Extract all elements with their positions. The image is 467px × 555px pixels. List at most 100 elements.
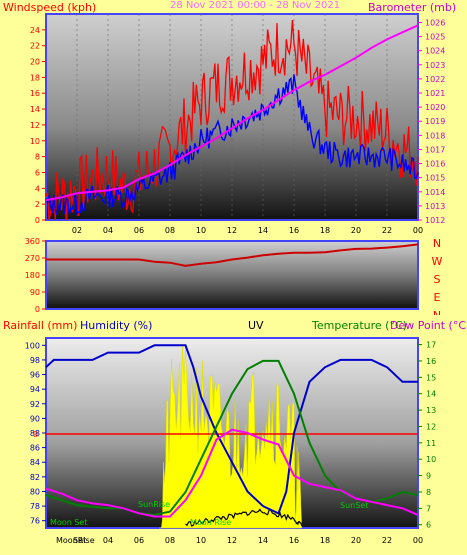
humidity-tick-label: 82 <box>30 473 40 482</box>
wind-tick-label: 22 <box>30 42 40 51</box>
wind-time-label: 04 <box>103 226 113 235</box>
temperature-tick-label: 9 <box>426 472 431 481</box>
moonset-tick: Set <box>73 536 86 545</box>
dewpoint-axis-label: Dew Point (°C) <box>390 319 467 332</box>
temperature-axis-label: Temperature (°C) <box>312 319 407 332</box>
wind-time-label: 08 <box>165 226 175 235</box>
direction-tick-label: 180 <box>25 271 40 280</box>
baro-tick-label: 1019 <box>425 117 445 126</box>
compass-label: N <box>433 309 441 315</box>
humidity-line <box>45 344 418 515</box>
humidity-tick-label: 94 <box>30 385 40 394</box>
climate-time-label: 04 <box>103 536 113 545</box>
moon-set-annotation: Moon Set <box>50 518 87 527</box>
wind-time-label: 18 <box>320 226 330 235</box>
baro-tick-label: 1025 <box>425 33 445 42</box>
windspeed-axis-label: Windspeed (kph) <box>3 1 97 14</box>
sun-set-annotation: SunSet <box>340 501 368 510</box>
baro-tick-label: 1026 <box>425 18 445 27</box>
baro-tick-label: 1012 <box>425 216 445 225</box>
humidity-tick-label: 100 <box>25 341 40 350</box>
baro-tick-label: 1018 <box>425 131 445 140</box>
wind-tick-label: 2 <box>35 200 40 209</box>
compass-label: N <box>433 237 441 250</box>
wind-time-label: 06 <box>134 226 144 235</box>
temperature-tick-label: 6 <box>426 521 431 530</box>
direction-line <box>46 243 419 267</box>
direction-tick-label: 270 <box>25 254 40 263</box>
baro-tick-label: 1023 <box>425 61 445 70</box>
baro-tick-label: 1013 <box>425 202 445 211</box>
temperature-tick-label: 7 <box>426 504 431 513</box>
climate-time-label: 22 <box>382 536 392 545</box>
humidity-tick-label: 86 <box>30 444 40 453</box>
wind-time-label: 12 <box>227 226 237 235</box>
humidity-tick-label: 98 <box>30 356 40 365</box>
baro-tick-label: 1024 <box>425 47 445 56</box>
climate-time-label: 06 <box>134 536 144 545</box>
climate-time-label: 18 <box>320 536 330 545</box>
climate-time-label: 08 <box>165 536 175 545</box>
rainfall-axis-label: Rainfall (mm) <box>3 319 78 332</box>
direction-plot-area <box>45 240 419 310</box>
dewpoint-line <box>45 428 419 518</box>
temperature-tick-label: 15 <box>426 373 436 382</box>
climate-time-label: 10 <box>196 536 206 545</box>
humidity-tick-label: 76 <box>30 517 40 526</box>
climate-time-label: 12 <box>227 536 237 545</box>
wind-tick-label: 18 <box>30 73 40 82</box>
uv-axis-label: UV <box>248 319 264 332</box>
humidity-y-axis: 76 78 80 82 84 86 88 90 92 94 96 98 100 <box>25 341 46 526</box>
humidity-tick-label: 84 <box>30 458 40 467</box>
temperature-tick-label: 11 <box>426 439 436 448</box>
baro-tick-label: 1016 <box>425 160 445 169</box>
wind-tick-label: 12 <box>30 121 40 130</box>
climate-time-label: 16 <box>289 536 299 545</box>
temperature-tick-label: 13 <box>426 406 436 415</box>
wind-time-label: 02 <box>72 226 82 235</box>
compass-label: W <box>432 255 443 268</box>
windspeed-line <box>45 19 419 221</box>
compass-label: E <box>434 291 441 304</box>
wind-tick-label: 24 <box>30 26 40 35</box>
direction-series <box>46 243 419 267</box>
baro-tick-label: 1015 <box>425 174 445 183</box>
humidity-tick-label: 88 <box>30 429 40 438</box>
wind-tick-label: 6 <box>35 168 40 177</box>
temperature-tick-label: 8 <box>426 488 431 497</box>
humidity-tick-label: 90 <box>30 414 40 423</box>
wind-tick-label: 16 <box>30 89 40 98</box>
climate-x-axis: 04 06 08 10 12 14 16 18 20 22 00 <box>103 536 423 545</box>
climate-series <box>45 344 419 518</box>
wind-time-label: 14 <box>258 226 268 235</box>
climate-time-label: 14 <box>258 536 268 545</box>
baro-tick-label: 1014 <box>425 188 445 197</box>
temperature-tick-label: 17 <box>426 341 436 350</box>
humidity-tick-label: 96 <box>30 371 40 380</box>
direction-tick-label: 360 <box>25 237 40 246</box>
sun-rise-annotation: SunRise <box>138 500 170 509</box>
baro-tick-label: 1022 <box>425 75 445 84</box>
direction-y-axis: 0 90 180 270 360 <box>25 237 46 314</box>
compass-label: S <box>434 273 441 286</box>
chart-title: 28 Nov 2021 00:00 - 28 Nov 2021 <box>170 0 341 11</box>
wind-time-label: 00 <box>413 226 423 235</box>
barometer-y-axis: 1012 1013 1014 1015 1016 1017 1018 1019 1020 1021… <box>418 18 445 225</box>
baro-tick-label: 1017 <box>425 145 445 154</box>
wind-tick-label: 8 <box>35 153 40 162</box>
moon-rise-annotation: Moon Rise <box>190 518 231 527</box>
baro-tick-label: 1021 <box>425 89 445 98</box>
temperature-tick-label: 10 <box>426 455 436 464</box>
wind-time-label: 20 <box>351 226 361 235</box>
rain-zero-tick: 0 <box>33 430 38 439</box>
wind-x-axis: 02 04 06 08 10 12 14 16 18 20 22 00 <box>72 226 423 235</box>
solar-line <box>185 508 303 527</box>
barometer-axis-label: Barometer (mb) <box>368 1 457 14</box>
wind-tick-label: 14 <box>30 105 40 114</box>
baro-tick-label: 1020 <box>425 103 445 112</box>
direction-tick-label: 0 <box>35 305 40 314</box>
temperature-tick-label: 14 <box>426 390 436 399</box>
humidity-tick-label: 78 <box>30 502 40 511</box>
